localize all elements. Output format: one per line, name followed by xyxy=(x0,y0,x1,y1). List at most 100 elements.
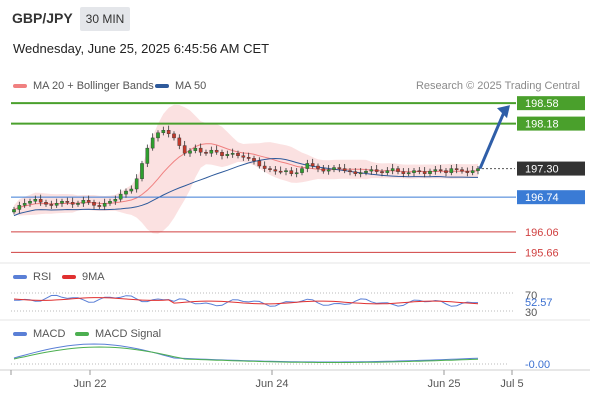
candle-body xyxy=(198,147,203,153)
candle-body xyxy=(348,170,352,173)
candle-body xyxy=(44,202,48,205)
candle-body xyxy=(406,172,411,175)
candle-body xyxy=(204,152,208,154)
candle-body xyxy=(305,163,310,169)
candle-body xyxy=(124,190,128,195)
rsi-level-label-30: 30 xyxy=(525,307,537,319)
candle-body xyxy=(220,152,224,156)
candle-body xyxy=(268,168,272,170)
candle-body xyxy=(209,149,214,154)
legend-macd-label: MACD xyxy=(33,328,66,340)
macd-value: -0.00 xyxy=(525,359,550,371)
legend-rsi-ma-label: 9MA xyxy=(82,271,105,283)
candle-body xyxy=(369,169,374,172)
candle-body xyxy=(118,193,123,200)
projection-arrow-head xyxy=(497,105,510,119)
candle-body xyxy=(54,203,59,206)
legend-swatch xyxy=(155,84,169,88)
candle-body xyxy=(161,130,166,133)
candle-body xyxy=(241,155,246,158)
candle-body xyxy=(70,202,75,205)
candle-body xyxy=(460,169,464,172)
candle-body xyxy=(321,168,326,172)
x-tick-label: Jun 24 xyxy=(255,378,288,390)
candle-body xyxy=(12,209,16,213)
x-tick-label: Jun 22 xyxy=(73,378,106,390)
candle-body xyxy=(337,167,342,169)
candle-body xyxy=(102,203,107,207)
candle-body xyxy=(108,201,112,204)
ma50-line xyxy=(13,157,478,217)
candle-body xyxy=(166,130,171,135)
candle-body xyxy=(172,133,176,139)
research-credit: Research © 2025 Trading Central xyxy=(415,80,580,92)
candle-body xyxy=(140,163,144,179)
candle-body xyxy=(358,172,363,175)
candle-body xyxy=(385,170,390,173)
candle-body xyxy=(428,170,432,174)
candle-body xyxy=(273,169,278,172)
candle-body xyxy=(214,149,219,153)
candle-body xyxy=(353,171,358,174)
level-tag-198.58: 198.58 xyxy=(525,98,559,110)
candle-body xyxy=(396,168,400,172)
projection-arrow-shaft xyxy=(478,111,506,170)
candle-body xyxy=(38,199,43,203)
legend-rsi-ma: 9MA xyxy=(62,271,105,283)
rsi-value: 52.57 xyxy=(525,297,553,309)
legend-swatch xyxy=(62,275,76,279)
legend-ma50: MA 50 xyxy=(155,80,206,92)
level-tag-bg xyxy=(517,116,585,131)
candle-body xyxy=(444,170,448,173)
candle-body xyxy=(33,199,38,202)
candle-body xyxy=(262,165,267,169)
level-tag-197.30: 197.30 xyxy=(525,164,559,176)
candle-body xyxy=(417,170,422,173)
candle-body xyxy=(257,160,262,167)
candle-body xyxy=(188,150,192,154)
candle-body xyxy=(113,199,118,202)
candle-body xyxy=(390,168,395,171)
candle-body xyxy=(177,137,182,146)
candle-body xyxy=(332,167,336,170)
candle-body xyxy=(97,205,102,207)
legend-macd-signal-label: MACD Signal xyxy=(95,328,162,340)
candle-body xyxy=(433,169,438,172)
timeframe-button[interactable]: 30 MIN xyxy=(80,7,130,31)
ma20-line xyxy=(13,143,479,210)
candle-body xyxy=(401,171,406,174)
level-tag-195.66: 195.66 xyxy=(525,247,559,259)
candle-body xyxy=(412,170,416,173)
candle-body xyxy=(60,201,64,204)
macd-line xyxy=(13,343,479,363)
candle-body xyxy=(310,163,315,167)
level-tag-196.74: 196.74 xyxy=(525,192,559,204)
candle-body xyxy=(364,170,368,173)
candle-body xyxy=(22,203,27,206)
legend-macd: MACD xyxy=(13,328,65,340)
candle-body xyxy=(438,169,443,171)
candle-body xyxy=(465,170,470,173)
candle-body xyxy=(374,169,379,172)
level-tag-bg xyxy=(517,190,585,205)
candle-body xyxy=(92,202,96,206)
legend-swatch xyxy=(13,275,27,279)
level-tag-bg xyxy=(517,96,585,111)
chart-datetime: Wednesday, June 25, 2025 6:45:56 AM CET xyxy=(13,41,270,56)
candle-body xyxy=(470,170,475,173)
candle-body xyxy=(246,157,251,159)
candle-body xyxy=(225,154,230,156)
x-tick-label: Jul 5 xyxy=(500,378,523,390)
candle-body xyxy=(316,165,320,169)
candle-body xyxy=(182,145,187,154)
candle-body xyxy=(134,178,139,190)
level-tag-bg xyxy=(517,161,585,176)
legend-macd-signal: MACD Signal xyxy=(75,328,161,340)
candle-body xyxy=(145,147,150,164)
legend-ma20-label: MA 20 + Bollinger Bands xyxy=(33,80,154,92)
candle-body xyxy=(252,158,256,162)
rsi-line xyxy=(13,294,478,307)
rsi-ma-line xyxy=(13,297,479,305)
